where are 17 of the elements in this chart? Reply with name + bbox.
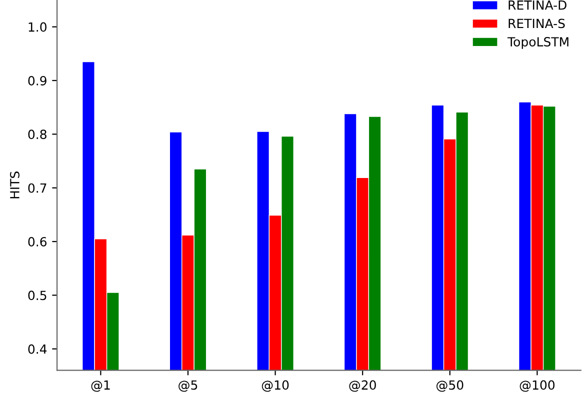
x-tick-label: @20 [349, 380, 376, 392]
x-tick-label: @10 [262, 380, 289, 392]
y-tick-label: 1.0 [28, 22, 46, 32]
y-tick-label: 0.4 [28, 344, 47, 354]
legend-label: RETINA-D [508, 0, 566, 10]
y-axis-title: HITS [10, 172, 20, 198]
legend-label: TopoLSTM [507, 37, 568, 49]
y-tick-label: 0.5 [28, 290, 46, 300]
legend-label: RETINA-S [508, 18, 565, 28]
x-tick-label: @1 [91, 380, 110, 392]
y-tick-label: 0.8 [28, 130, 46, 140]
x-tick-label: @5 [178, 380, 198, 392]
y-tick-label: 0.9 [28, 76, 46, 86]
y-tick-label: 0.6 [28, 237, 47, 246]
x-tick-label: @100 [520, 380, 555, 392]
x-tick-label: @50 [436, 380, 464, 392]
y-tick-label: 0.7 [28, 183, 46, 193]
